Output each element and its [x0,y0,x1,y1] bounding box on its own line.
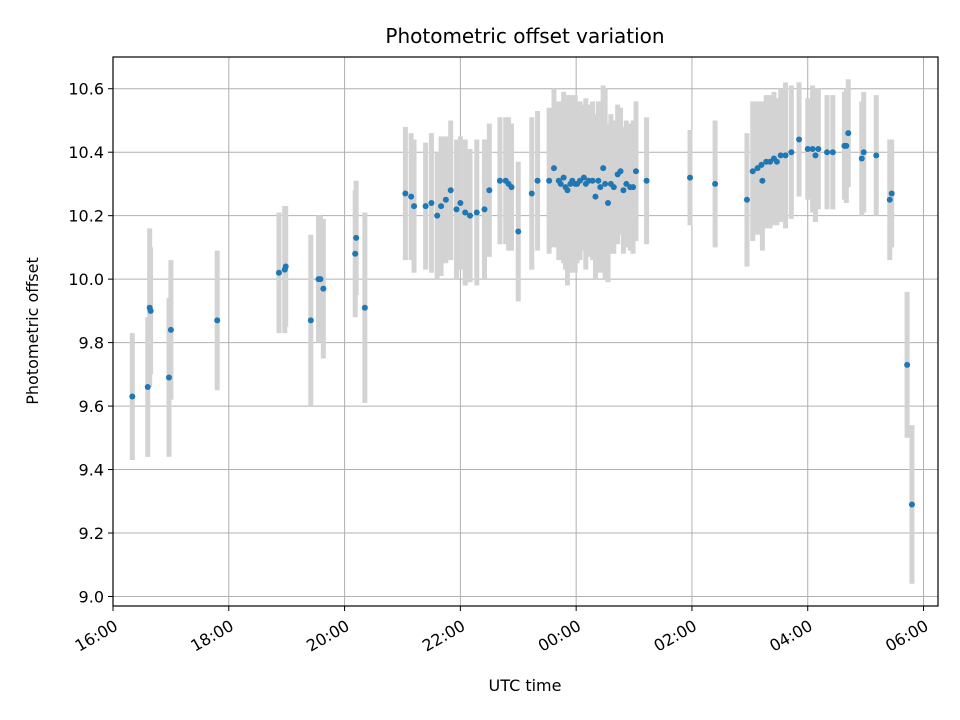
y-tick-label: 9.0 [79,587,104,606]
y-axis: 9.0 9.2 9.4 9.6 9.8 10.0 10.2 10.4 10.6 [68,80,113,606]
data-point [886,196,893,203]
data-point [888,190,895,197]
data-point [486,187,493,194]
data-point [422,203,429,210]
x-axis-title: UTC time [489,676,562,695]
data-point [782,152,789,159]
data-point [361,304,368,311]
data-point [129,393,136,400]
data-point [630,184,637,191]
data-point [595,177,602,184]
data-point [352,250,359,257]
y-tick-label: 10.2 [68,207,104,226]
data-point [600,165,607,172]
data-point [165,374,172,381]
data-point [453,206,460,213]
data-point [307,317,314,324]
data-point [804,146,811,153]
data-point [353,234,360,241]
data-point [773,158,780,165]
data-point [508,184,515,191]
data-point [904,361,911,368]
data-point [434,212,441,219]
data-point [447,187,454,194]
data-point [534,177,541,184]
data-point [428,199,435,206]
data-point [317,276,324,283]
data-point [550,165,557,172]
data-point [467,212,474,219]
data-point [617,168,624,175]
data-point [843,142,850,149]
y-tick-label: 9.4 [79,461,104,480]
data-point [597,184,604,191]
y-tick-label: 10.4 [68,143,104,162]
data-point [496,177,503,184]
data-point [462,209,469,216]
data-point [824,149,831,156]
data-point [777,152,784,159]
data-point [749,168,756,175]
data-point [620,187,627,194]
data-point [402,190,409,197]
data-point [610,184,617,191]
data-point [592,193,599,200]
y-tick-label: 9.6 [79,397,104,416]
data-point [860,149,867,156]
data-point [858,155,865,162]
y-tick-label: 9.2 [79,524,104,543]
data-point [442,196,449,203]
plot-frame [112,56,939,607]
data-point [320,285,327,292]
data-point [473,209,480,216]
data-point [411,203,418,210]
data-point [589,177,596,184]
data-point [759,177,766,184]
data-points [129,130,915,508]
data-point [408,193,415,200]
data-point [809,146,816,153]
grid [112,57,938,606]
y-axis-title: Photometric offset [23,257,42,405]
y-tick-label: 9.8 [79,334,104,353]
data-point [457,199,464,206]
data-point [528,190,535,197]
data-point [481,206,488,213]
data-point [144,384,151,391]
chart-title: Photometric offset variation [385,24,664,48]
data-point [873,152,880,159]
data-point [147,307,154,314]
data-point [845,130,852,137]
y-tick-label: 10.6 [68,80,104,99]
data-point [829,149,836,156]
data-point [214,317,221,324]
data-point [815,146,822,153]
data-point [712,180,719,187]
y-tick-label: 10.0 [68,270,104,289]
data-point [438,203,445,210]
data-point [788,149,795,156]
data-point [632,168,639,175]
data-point [908,501,915,508]
data-point [546,177,553,184]
data-point [796,136,803,143]
data-point [758,161,765,168]
data-point [580,174,587,181]
data-point [515,228,522,235]
data-point [557,180,564,187]
data-point [743,196,750,203]
data-point [687,174,694,181]
data-point [605,199,611,206]
data-point [602,180,609,187]
data-point [275,269,282,276]
data-point [643,177,650,184]
data-point [564,187,571,194]
data-point [560,174,567,181]
data-point [282,263,289,270]
data-point [812,152,819,159]
data-point [167,326,174,333]
